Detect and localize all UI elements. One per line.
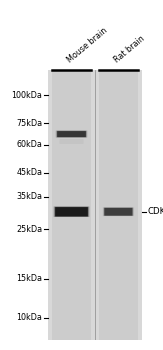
Text: 25kDa: 25kDa [16, 225, 42, 234]
Text: Rat brain: Rat brain [113, 34, 147, 64]
FancyBboxPatch shape [57, 131, 86, 137]
Text: 75kDa: 75kDa [16, 119, 42, 128]
FancyBboxPatch shape [55, 207, 88, 217]
FancyBboxPatch shape [54, 207, 89, 217]
FancyBboxPatch shape [103, 207, 134, 216]
FancyBboxPatch shape [57, 131, 86, 137]
FancyBboxPatch shape [55, 207, 88, 216]
FancyBboxPatch shape [104, 208, 133, 216]
FancyBboxPatch shape [104, 208, 133, 216]
Text: CDK5: CDK5 [148, 207, 163, 216]
Text: Mouse brain: Mouse brain [66, 26, 109, 64]
Bar [52, 70, 91, 340]
FancyBboxPatch shape [104, 208, 132, 216]
FancyBboxPatch shape [60, 140, 83, 144]
Bar [99, 70, 138, 340]
FancyBboxPatch shape [55, 207, 88, 217]
FancyBboxPatch shape [104, 208, 133, 216]
Text: 60kDa: 60kDa [17, 140, 42, 149]
Text: 15kDa: 15kDa [16, 274, 42, 283]
Text: 35kDa: 35kDa [16, 193, 42, 201]
FancyBboxPatch shape [60, 140, 82, 143]
FancyBboxPatch shape [104, 208, 132, 216]
FancyBboxPatch shape [60, 140, 83, 144]
FancyBboxPatch shape [103, 208, 134, 216]
FancyBboxPatch shape [54, 206, 89, 217]
FancyBboxPatch shape [53, 206, 90, 217]
FancyBboxPatch shape [56, 131, 87, 138]
FancyBboxPatch shape [56, 131, 87, 138]
FancyBboxPatch shape [56, 131, 87, 138]
Text: 45kDa: 45kDa [16, 168, 42, 177]
Text: 10kDa: 10kDa [17, 314, 42, 322]
FancyBboxPatch shape [57, 131, 86, 137]
Text: 100kDa: 100kDa [12, 91, 42, 100]
FancyBboxPatch shape [56, 131, 88, 138]
FancyBboxPatch shape [54, 206, 89, 217]
